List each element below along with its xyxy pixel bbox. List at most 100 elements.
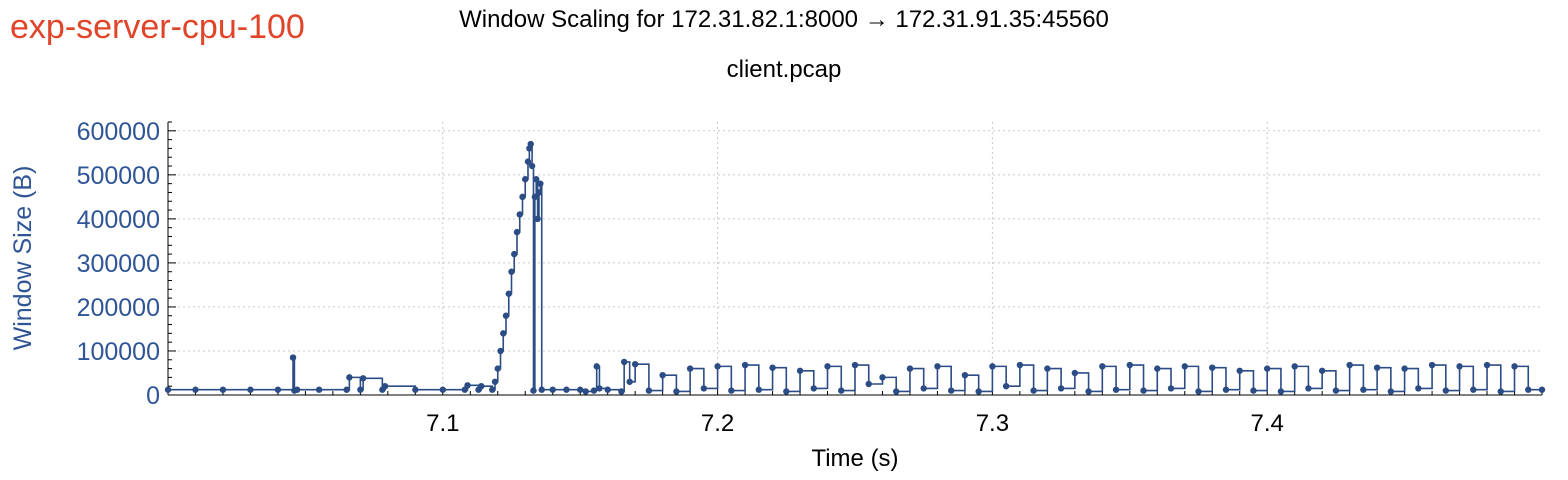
data-point	[1030, 387, 1037, 394]
data-point	[1497, 388, 1504, 395]
data-point	[645, 387, 653, 394]
data-point	[528, 162, 536, 170]
data-point	[783, 388, 790, 395]
data-point	[439, 386, 446, 393]
series-line	[168, 143, 1542, 393]
data-point	[247, 386, 254, 393]
y-tick-label: 100000	[77, 338, 160, 366]
data-point	[673, 388, 680, 395]
data-point	[593, 363, 600, 370]
y-tick-label: 0	[146, 382, 160, 410]
axes	[167, 121, 1543, 396]
data-point	[535, 189, 543, 196]
data-point	[513, 228, 521, 236]
data-point	[741, 361, 749, 369]
data-point	[604, 386, 611, 393]
data-point	[865, 380, 872, 388]
series-window-size	[164, 140, 1546, 395]
y-tick-label: 300000	[77, 250, 160, 278]
data-point	[549, 386, 556, 393]
data-point	[524, 158, 532, 165]
data-point	[494, 365, 501, 372]
data-point	[1181, 363, 1188, 370]
data-point	[508, 268, 515, 275]
data-point	[769, 364, 776, 371]
data-point	[1428, 361, 1436, 369]
data-point	[343, 386, 350, 393]
x-tick-label: 7.4	[1251, 410, 1284, 437]
data-point	[1511, 363, 1518, 370]
data-point	[838, 387, 845, 394]
data-point	[464, 382, 471, 389]
data-point	[192, 386, 199, 393]
experiment-tag: exp-server-cpu-100	[10, 8, 305, 46]
data-point	[1456, 363, 1463, 370]
data-point	[274, 386, 282, 393]
data-point	[796, 367, 804, 374]
x-axis-label: Time (s)	[811, 445, 898, 472]
data-point	[1373, 364, 1381, 371]
data-point	[1442, 387, 1450, 394]
data-point	[1112, 386, 1120, 393]
data-point	[1470, 386, 1477, 393]
data-point	[1291, 363, 1298, 370]
data-point	[538, 386, 545, 393]
data-point	[1401, 365, 1408, 372]
chart-title: Window Scaling for 172.31.82.1:8000 → 17…	[459, 6, 1109, 33]
data-point	[1002, 382, 1010, 390]
data-point	[1016, 361, 1024, 369]
data-point	[293, 386, 301, 393]
data-point	[920, 385, 927, 392]
data-point	[1415, 385, 1422, 392]
data-point	[563, 386, 570, 393]
x-tick-label: 7.2	[701, 410, 734, 437]
data-point	[728, 387, 735, 394]
data-point	[582, 388, 589, 395]
data-point	[1099, 363, 1106, 370]
data-point	[1264, 365, 1271, 372]
data-point	[620, 358, 628, 366]
data-point	[531, 193, 539, 201]
data-point	[1305, 385, 1312, 392]
data-point	[618, 388, 625, 395]
data-point	[989, 363, 996, 370]
data-point	[755, 386, 763, 393]
data-point	[516, 211, 523, 218]
data-point	[381, 382, 389, 390]
data-point	[1538, 386, 1546, 393]
data-point	[511, 250, 518, 258]
data-point	[596, 385, 603, 392]
data-point	[522, 176, 529, 183]
data-point	[879, 374, 886, 381]
data-point	[626, 378, 633, 385]
data-point	[497, 347, 504, 355]
data-point	[505, 290, 512, 297]
data-point	[1332, 387, 1340, 394]
gridlines	[168, 122, 1542, 396]
data-point	[1346, 361, 1353, 369]
data-point	[537, 180, 544, 187]
tick-labels: 0 100000 200000 300000 400000 500000 600000 7.1…	[77, 118, 1284, 437]
data-point	[1140, 387, 1147, 394]
data-point	[1154, 365, 1161, 372]
data-point	[975, 388, 982, 395]
data-point	[478, 382, 485, 390]
data-point	[359, 375, 367, 382]
data-point	[412, 386, 419, 393]
data-point	[315, 386, 323, 393]
data-point	[1126, 361, 1134, 369]
data-point	[1483, 361, 1491, 369]
data-point	[1277, 388, 1285, 395]
data-point	[357, 386, 364, 393]
data-point	[1250, 387, 1257, 394]
data-point	[1318, 367, 1326, 374]
data-point	[1525, 386, 1532, 393]
data-point	[164, 386, 172, 393]
data-point	[219, 386, 227, 393]
data-point	[534, 215, 541, 223]
data-point	[686, 365, 694, 372]
data-point	[500, 330, 507, 337]
data-point	[1044, 365, 1051, 372]
data-point	[851, 361, 859, 369]
